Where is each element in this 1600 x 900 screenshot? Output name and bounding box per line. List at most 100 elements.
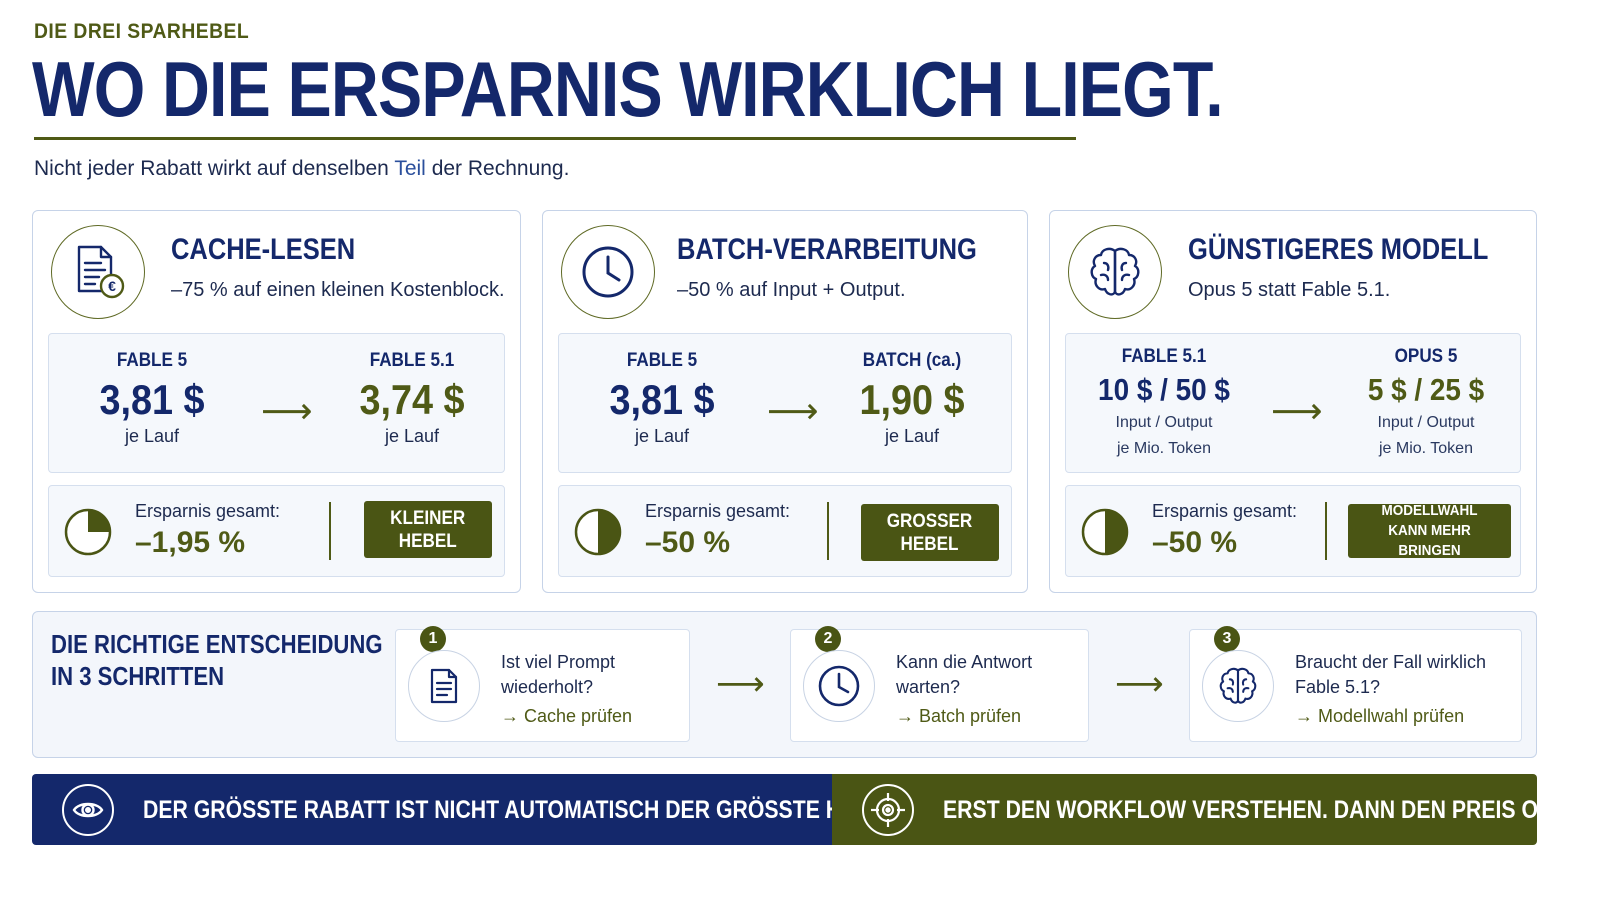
document-euro-icon: €: [51, 225, 145, 319]
card-batch: BATCH-VERARBEITUNG –50 % auf Input + Out…: [542, 210, 1028, 593]
arrow-right-icon: ⟶: [261, 390, 313, 431]
arrow-right-icon: ⟶: [1115, 665, 1164, 703]
badge-line: KLEINER: [390, 507, 466, 529]
lever-badge: KLEINER HEBEL: [364, 501, 492, 558]
pie-chart-icon: [574, 508, 622, 556]
lever-badge: GROSSER HEBEL: [861, 504, 999, 561]
title-rule: [34, 137, 1076, 140]
price-unit: je Lauf: [124, 426, 180, 446]
step-action: → Cache prüfen: [501, 706, 633, 726]
price-value: 3,81 $: [609, 376, 715, 423]
price-to: OPUS 5 5 $ / 25 $ Input / Output je Mio.…: [1331, 334, 1521, 461]
pie-chart-icon: [1081, 508, 1129, 556]
step-question-line: Fable 5.1?: [1295, 677, 1381, 697]
savings-label: Ersparnis gesamt:: [1152, 501, 1298, 521]
price-unit: Input / Output: [1377, 414, 1475, 431]
steps-title-line: DIE RICHTIGE ENTSCHEIDUNG: [51, 629, 383, 659]
page-subtitle: Nicht jeder Rabatt wirkt auf denselben T…: [34, 157, 569, 181]
step-card: 1 Ist viel Prompt wiederholt? → Cache pr…: [395, 626, 690, 742]
price-value: 1,90 $: [859, 376, 965, 423]
price-from: FABLE 5.1 10 $ / 50 $ Input / Output je …: [1069, 334, 1259, 461]
step-card: 3 Braucht der Fall wirklich Fable 5.1? →…: [1189, 626, 1522, 742]
kicker: DIE DREI SPARHEBEL: [34, 20, 250, 43]
savings-panel: Ersparnis gesamt: –50 % GROSSER HEBEL: [558, 485, 1012, 577]
savings-panel: Ersparnis gesamt: –1,95 % KLEINER HEBEL: [48, 485, 505, 577]
step-question-line: Braucht der Fall wirklich: [1295, 652, 1487, 672]
footer-banner-left: DER GRÖSSTE RABATT IST NICHT AUTOMATISCH…: [32, 774, 904, 845]
card-cache: € CACHE-LESEN –75 % auf einen kleinen Ko…: [32, 210, 521, 593]
document-icon: [408, 650, 480, 722]
brain-icon: [1068, 225, 1162, 319]
footer-message-left: DER GRÖSSTE RABATT IST NICHT AUTOMATISCH…: [143, 796, 904, 824]
step-question: Ist viel Prompt wiederholt?: [501, 650, 615, 700]
step-question-line: wiederholt?: [501, 677, 594, 697]
decision-steps: DIE RICHTIGE ENTSCHEIDUNG IN 3 SCHRITTEN…: [32, 611, 1537, 758]
price-from: FABLE 5 3,81 $ je Lauf: [567, 334, 757, 447]
card-subtitle: –75 % auf einen kleinen Kostenblock.: [171, 279, 505, 301]
price-unit: je Mio. Token: [1117, 440, 1211, 457]
step-question-line: warten?: [896, 677, 961, 697]
price-value: 5 $ / 25 $: [1367, 372, 1485, 407]
step-action: → Batch prüfen: [896, 706, 1022, 726]
divider: [1325, 502, 1327, 560]
price-unit: je Lauf: [884, 426, 940, 446]
price-comparison: FABLE 5 3,81 $ je Lauf ⟶ BATCH (ca.) 1,9…: [558, 333, 1012, 473]
price-label: FABLE 5: [626, 350, 698, 371]
step-card: 2 Kann die Antwort warten? → Batch prüfe…: [790, 626, 1089, 742]
savings-value: –50 %: [645, 526, 731, 559]
card-subtitle: –50 % auf Input + Output.: [677, 279, 906, 301]
card-model: GÜNSTIGERES MODELL Opus 5 statt Fable 5.…: [1049, 210, 1537, 593]
price-unit: je Lauf: [634, 426, 690, 446]
page-title: WO DIE ERSPARNIS WIRKLICH LIEGT.: [32, 45, 1224, 133]
svg-text:€: €: [108, 278, 116, 294]
card-title: BATCH-VERARBEITUNG: [677, 233, 977, 266]
step-action: → Modellwahl prüfen: [1295, 706, 1465, 726]
footer-message-right: ERST DEN WORKFLOW VERSTEHEN. DANN DEN PR…: [943, 796, 1600, 824]
savings-value: –1,95 %: [135, 526, 246, 559]
arrow-right-icon: ⟶: [1271, 390, 1323, 431]
badge-line: GROSSER: [887, 510, 973, 532]
card-title: CACHE-LESEN: [171, 233, 356, 266]
brain-icon: [1202, 650, 1274, 722]
subtitle-text-end: der Rechnung.: [431, 157, 570, 180]
arrow-right-icon: ⟶: [767, 390, 819, 431]
badge-line: HEBEL: [399, 530, 457, 552]
step-number: 1: [420, 626, 446, 652]
step-question: Kann die Antwort warten?: [896, 650, 1032, 700]
target-icon: [862, 784, 914, 836]
savings-label: Ersparnis gesamt:: [135, 501, 281, 521]
pie-chart-icon: [64, 508, 112, 556]
subtitle-text: Nicht jeder Rabatt wirkt auf denselben: [34, 157, 389, 180]
price-label: FABLE 5.1: [369, 350, 455, 371]
eye-icon: [62, 784, 114, 836]
price-unit: je Lauf: [384, 426, 440, 446]
price-label: FABLE 5.1: [1121, 346, 1207, 367]
badge-line: MODELLWAHL: [1381, 502, 1478, 519]
price-value: 10 $ / 50 $: [1098, 372, 1230, 407]
divider: [329, 502, 331, 560]
steps-title-line: IN 3 SCHRITTEN: [51, 661, 225, 691]
price-label: OPUS 5: [1394, 346, 1458, 367]
lever-badge: MODELLWAHL KANN MEHR BRINGEN: [1348, 502, 1511, 559]
clock-icon: [561, 225, 655, 319]
clock-icon: [803, 650, 875, 722]
price-from: FABLE 5 3,81 $ je Lauf: [57, 334, 247, 447]
steps-title: DIE RICHTIGE ENTSCHEIDUNG IN 3 SCHRITTEN: [51, 628, 383, 692]
arrow-right-icon: ⟶: [716, 665, 765, 703]
card-title: GÜNSTIGERES MODELL: [1188, 233, 1489, 266]
price-label: FABLE 5: [116, 350, 188, 371]
price-to: FABLE 5.1 3,74 $ je Lauf: [317, 334, 507, 447]
price-comparison: FABLE 5 3,81 $ je Lauf ⟶ FABLE 5.1 3,74 …: [48, 333, 505, 473]
step-question-line: Ist viel Prompt: [501, 652, 616, 672]
badge-line: KANN MEHR BRINGEN: [1388, 522, 1471, 559]
card-subtitle: Opus 5 statt Fable 5.1.: [1188, 279, 1391, 301]
step-question: Braucht der Fall wirklich Fable 5.1?: [1295, 650, 1486, 700]
price-label: BATCH (ca.): [862, 350, 962, 371]
badge-line: HEBEL: [901, 533, 959, 555]
savings-panel: Ersparnis gesamt: –50 % MODELLWAHL KANN M…: [1065, 485, 1521, 577]
step-number: 3: [1214, 626, 1240, 652]
price-to: BATCH (ca.) 1,90 $ je Lauf: [817, 334, 1007, 447]
price-value: 3,81 $: [99, 376, 205, 423]
savings-value: –50 %: [1152, 526, 1238, 559]
divider: [827, 502, 829, 560]
